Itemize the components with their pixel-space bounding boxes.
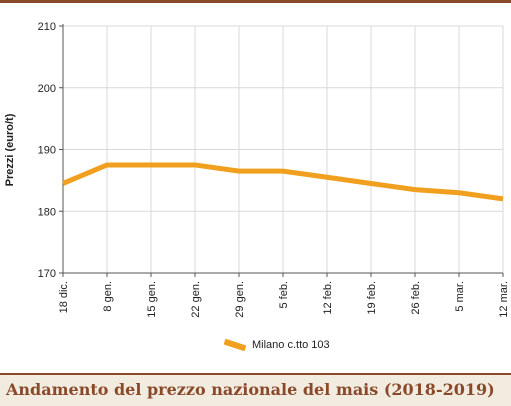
y-tick-label: 190 [38, 145, 56, 157]
legend: Milano c.tto 103 [223, 338, 330, 352]
x-tick-label: 5 feb. [278, 281, 290, 309]
x-tick-label: 5 mar. [454, 281, 466, 312]
x-tick-label: 26 feb. [410, 281, 422, 315]
x-tick-label: 12 feb. [322, 281, 334, 315]
y-tick-labels: 170 180 190 200 210 [38, 21, 56, 280]
chart-caption: Andamento del prezzo nazionale del mais … [0, 373, 511, 406]
line-chart: 170 180 190 200 210 18 dic. 8 gen. 15 gen. 22 g… [38, 21, 510, 318]
grid-lines [63, 25, 504, 273]
y-tick-label: 180 [38, 206, 56, 218]
x-tick-label: 29 gen. [234, 281, 246, 318]
x-tick-label: 19 feb. [366, 281, 378, 315]
axes [59, 24, 504, 277]
x-tick-label: 12 mar. [498, 281, 510, 318]
series-lines [62, 162, 504, 202]
x-tick-label: 8 gen. [102, 281, 114, 312]
legend-label: Milano c.tto 103 [252, 339, 330, 351]
legend-swatch [223, 338, 247, 352]
x-tick-labels: 18 dic. 8 gen. 15 gen. 22 gen. 29 gen. 5 feb.… [58, 281, 510, 318]
y-tick-label: 200 [38, 83, 56, 95]
y-tick-label: 210 [38, 21, 56, 33]
y-axis-label: Prezzi (euro/t) [4, 113, 16, 187]
y-tick-label: 170 [38, 268, 56, 280]
x-tick-label: 15 gen. [146, 281, 158, 318]
chart-title: Andamento del prezzo nazionale del mais … [6, 380, 495, 399]
x-tick-label: 18 dic. [58, 281, 70, 313]
top-rule [0, 0, 511, 3]
x-tick-label: 22 gen. [190, 281, 202, 318]
